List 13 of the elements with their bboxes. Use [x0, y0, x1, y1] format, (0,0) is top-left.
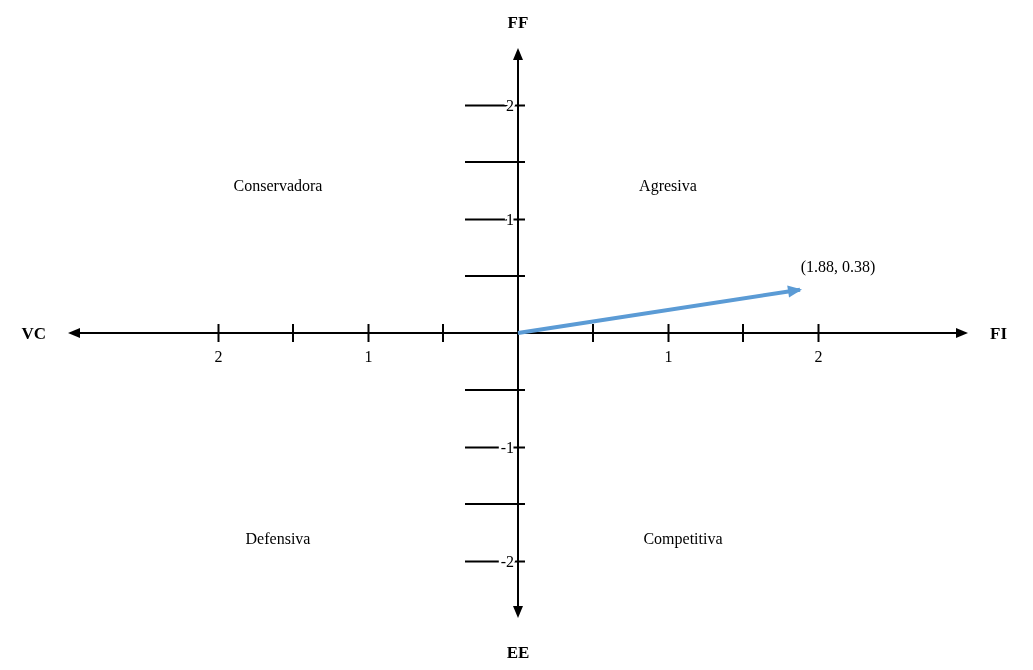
annotation: (1.88, 0.38) — [800, 257, 876, 276]
x-tick-label: 2 — [814, 348, 823, 366]
text: EE — [506, 643, 530, 662]
x-tick-label: 1 — [664, 348, 673, 366]
text: VC — [21, 324, 46, 343]
y-axis-title: FF — [507, 13, 529, 32]
x-tick-label: 2 — [214, 348, 223, 366]
x-axis-title: FI — [990, 324, 1008, 343]
annotation: Competitiva — [643, 530, 723, 549]
annotation: Defensiva — [245, 530, 311, 548]
annotation: Conservadora — [233, 176, 323, 194]
x-tick-label: 1 — [364, 348, 373, 366]
annotation: Agresiva — [639, 176, 697, 195]
